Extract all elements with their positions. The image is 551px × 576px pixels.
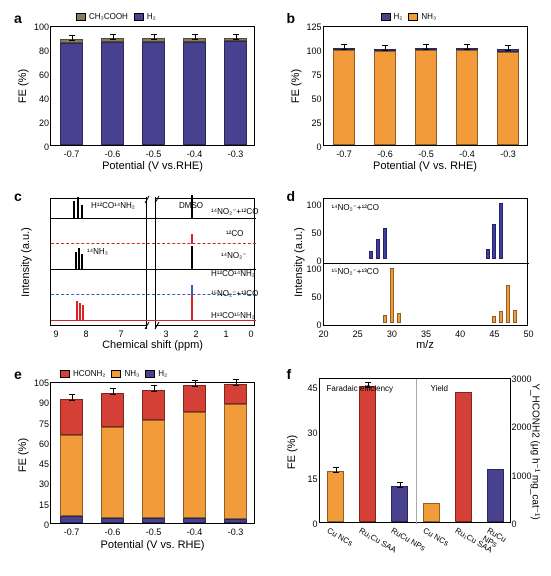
legend-h2-label-e: H₂ (158, 369, 167, 378)
bar (455, 392, 473, 523)
panel-f-ylabel1: FE (%) (286, 435, 298, 469)
legend-nh3-e: NH₃ (111, 369, 139, 378)
panel-b-xlabel: Potential (V vs. RHE) (323, 160, 528, 172)
panel-f-ylabel2: Y_HCONH2 (μg h⁻¹ mg_cat⁻¹) (529, 383, 540, 519)
legend-nh3-b: NH₃ (408, 12, 436, 21)
panel-f-sec-a: Faradaic efficiency (327, 384, 394, 393)
bar (492, 316, 496, 323)
bar (506, 285, 510, 323)
panel-d-plot: 00505010010020253035404550¹⁴NO₂⁻+¹²CO¹⁵N… (323, 198, 528, 326)
bar (101, 42, 124, 145)
bar (492, 224, 496, 259)
bar (224, 519, 247, 523)
legend-hconh2-label: HCONH₂ (73, 369, 105, 378)
bar (60, 435, 83, 516)
bar (499, 203, 503, 259)
bar (224, 404, 247, 519)
bar (60, 43, 83, 145)
legend-ch3cooh: CH₃COOH (76, 12, 128, 21)
bar (383, 228, 387, 259)
bar (327, 471, 345, 522)
bar (142, 42, 165, 145)
bar (142, 518, 165, 523)
legend-h2-label-a: H₂ (147, 12, 156, 21)
legend-h2-label-b: H₂ (394, 12, 403, 21)
bar (383, 315, 387, 323)
panel-f-sec-b: Yield (431, 384, 449, 393)
bar (390, 268, 394, 323)
panel-e-plot: -0.7-0.6-0.5-0.4-0.30153045607590105 (50, 382, 255, 524)
bar (369, 251, 373, 259)
bar (456, 50, 479, 145)
panel-b-ylabel: FE (%) (290, 69, 302, 103)
bar (60, 516, 83, 523)
bar (497, 52, 520, 145)
legend-hconh2: HCONH₂ (60, 369, 105, 378)
bar (376, 239, 380, 259)
panel-b-plot: -0.7-0.6-0.5-0.4-0.30255075100125 (323, 26, 528, 146)
panel-c-xlabel: Chemical shift (ppm) (50, 339, 255, 351)
bar (224, 41, 247, 145)
bar (486, 249, 490, 259)
panel-a-label: a (14, 10, 22, 26)
bar (183, 518, 206, 523)
legend-h2-b: H₂ (381, 12, 403, 21)
panel-c-label: c (14, 188, 22, 204)
bar (142, 420, 165, 517)
bar (415, 50, 438, 145)
panel-d-label: d (287, 188, 296, 204)
panel-c-plot: H¹²CO¹⁴NH₂DMSO¹⁴NO₂⁻+¹²CO¹²CO¹⁴NH₃¹⁴NO₂⁻… (50, 198, 255, 326)
panel-e-xlabel: Potential (V vs. RHE) (50, 539, 255, 551)
bar (224, 384, 247, 404)
bar (359, 386, 377, 522)
legend-h2-e: H₂ (145, 369, 167, 378)
bar (423, 503, 441, 522)
legend-nh3-label-e: NH₃ (124, 369, 139, 378)
bar (374, 51, 397, 145)
panel-f-label: f (287, 366, 292, 382)
legend-ch3cooh-label: CH₃COOH (89, 12, 128, 21)
bar (183, 385, 206, 412)
bar (101, 427, 124, 518)
bar (487, 469, 505, 522)
panel-c-ylabel: Intensity (a.u.) (20, 227, 32, 297)
bar (142, 390, 165, 420)
panel-e-label: e (14, 366, 22, 382)
bar (391, 486, 409, 522)
panel-d-ylabel: Intensity (a.u.) (292, 227, 304, 297)
bar (333, 50, 356, 145)
bar (101, 393, 124, 427)
bar (183, 412, 206, 517)
legend-nh3-label-b: NH₃ (421, 12, 436, 21)
bar (499, 311, 503, 323)
legend-h2: H₂ (134, 12, 156, 21)
panel-a-xlabel: Potential (V vs.RHE) (50, 160, 255, 172)
panel-a-plot: -0.7-0.6-0.5-0.4-0.3020406080100 (50, 26, 255, 146)
bar (183, 42, 206, 145)
panel-a-ylabel: FE (%) (17, 69, 29, 103)
bar (397, 313, 401, 323)
panel-d-xlabel: m/z (323, 339, 528, 351)
bar (60, 399, 83, 436)
bar (513, 310, 517, 323)
panel-b-label: b (287, 10, 296, 26)
panel-f-plot: 01530450100020003000Cu NCsRu₁Cu SAARuCu … (319, 378, 511, 523)
panel-e-ylabel: FE (%) (17, 438, 29, 472)
bar (101, 518, 124, 523)
